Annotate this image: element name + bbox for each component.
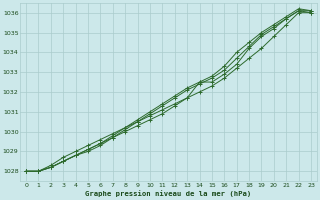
- X-axis label: Graphe pression niveau de la mer (hPa): Graphe pression niveau de la mer (hPa): [85, 190, 252, 197]
